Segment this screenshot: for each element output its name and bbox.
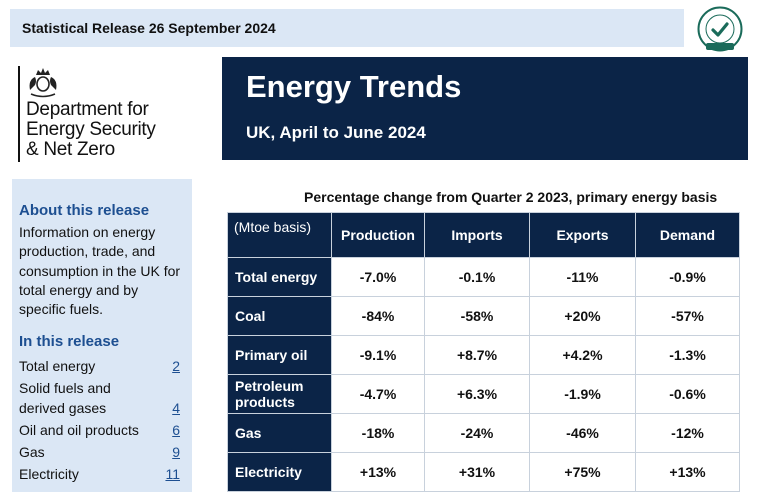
table-cell: -57% <box>635 296 740 336</box>
department-logo: Department for Energy Security & Net Zer… <box>18 66 178 166</box>
toc-item[interactable]: Solid fuels and derived gases 4 <box>19 379 187 418</box>
column-header: Imports <box>424 212 530 258</box>
table-row: Primary oil -9.1% +8.7% +4.2% -1.3% <box>227 335 740 375</box>
row-label: Primary oil <box>227 335 332 375</box>
row-label: Electricity <box>227 452 332 492</box>
table-cell: -0.9% <box>635 257 740 297</box>
toc-item-label: Total energy <box>19 358 96 374</box>
table-caption: Percentage change from Quarter 2 2023, p… <box>304 189 718 205</box>
table-cell: -18% <box>331 413 425 453</box>
table-row: Total energy -7.0% -0.1% -11% -0.9% <box>227 257 740 297</box>
row-label: Total energy <box>227 257 332 297</box>
department-name-line: & Net Zero <box>26 139 115 160</box>
table-cell: +6.3% <box>424 374 530 414</box>
table-of-contents: Total energy 2 Solid fuels and derived ga… <box>19 357 187 488</box>
page-title: Energy Trends <box>246 69 462 104</box>
department-name: Department for Energy Security & Net Zer… <box>26 100 156 160</box>
royal-crest-icon <box>29 68 57 98</box>
department-name-line: Department for <box>26 99 149 120</box>
table-cell: +75% <box>529 452 636 492</box>
toc-page-link[interactable]: 11 <box>165 466 180 483</box>
sidebar: About this release Information on energy… <box>12 179 192 492</box>
toc-item-label: Solid fuels and derived gases <box>19 380 111 416</box>
column-header: Production <box>331 212 425 258</box>
toc-item-label: Oil and oil products <box>19 421 139 438</box>
table-cell: +8.7% <box>424 335 530 375</box>
row-label: Petroleum products <box>227 374 332 414</box>
table-cell: -11% <box>529 257 636 297</box>
toc-page-link[interactable]: 6 <box>172 421 180 438</box>
energy-change-table: (Mtoe basis) Production Imports Exports … <box>227 212 740 492</box>
table-cell: -4.7% <box>331 374 425 414</box>
official-statistics-badge <box>697 6 743 52</box>
table-cell: +20% <box>529 296 636 336</box>
table-cell: -12% <box>635 413 740 453</box>
toc-item[interactable]: Oil and oil products 6 <box>19 421 187 440</box>
about-text: Information on energy production, trade,… <box>19 224 181 318</box>
page-subtitle: UK, April to June 2024 <box>246 123 426 142</box>
logo-rule <box>18 66 20 162</box>
toc-heading: In this release <box>19 333 120 350</box>
table-cell: +31% <box>424 452 530 492</box>
release-date: Statistical Release 26 September 2024 <box>22 20 276 36</box>
table-cell: +4.2% <box>529 335 636 375</box>
toc-page-link[interactable]: 2 <box>172 358 180 374</box>
toc-page-link[interactable]: 9 <box>172 444 180 461</box>
table-cell: -0.1% <box>424 257 530 297</box>
row-label: Gas <box>227 413 332 453</box>
toc-item-label: Electricity <box>19 466 79 483</box>
official-statistics-badge-icon <box>697 6 743 52</box>
basis-header: (Mtoe basis) <box>227 212 332 258</box>
row-label: Coal <box>227 296 332 336</box>
table-cell: -9.1% <box>331 335 425 375</box>
table-cell: -84% <box>331 296 425 336</box>
table-row: Petroleum products -4.7% +6.3% -1.9% -0.… <box>227 374 740 414</box>
table-cell: -58% <box>424 296 530 336</box>
table-cell: +13% <box>331 452 425 492</box>
toc-item[interactable]: Electricity 11 <box>19 465 187 484</box>
toc-item-label: Gas <box>19 444 45 461</box>
table-cell: -1.9% <box>529 374 636 414</box>
table-row: Electricity +13% +31% +75% +13% <box>227 452 740 492</box>
title-banner: Energy Trends UK, April to June 2024 <box>222 57 748 160</box>
department-name-line: Energy Security <box>26 119 156 140</box>
toc-page-link[interactable]: 4 <box>172 399 180 416</box>
toc-item[interactable]: Gas 9 <box>19 443 187 462</box>
about-heading: About this release <box>19 202 150 219</box>
table-cell: -46% <box>529 413 636 453</box>
table-cell: -1.3% <box>635 335 740 375</box>
table-cell: +13% <box>635 452 740 492</box>
table-cell: -7.0% <box>331 257 425 297</box>
table-row: Coal -84% -58% +20% -57% <box>227 296 740 336</box>
column-header: Exports <box>529 212 636 258</box>
table-cell: -0.6% <box>635 374 740 414</box>
toc-item[interactable]: Total energy 2 <box>19 357 187 376</box>
table-row: Gas -18% -24% -46% -12% <box>227 413 740 453</box>
table-header-row: (Mtoe basis) Production Imports Exports … <box>227 212 740 258</box>
table-cell: -24% <box>424 413 530 453</box>
column-header: Demand <box>635 212 740 258</box>
release-banner: Statistical Release 26 September 2024 <box>10 9 684 47</box>
